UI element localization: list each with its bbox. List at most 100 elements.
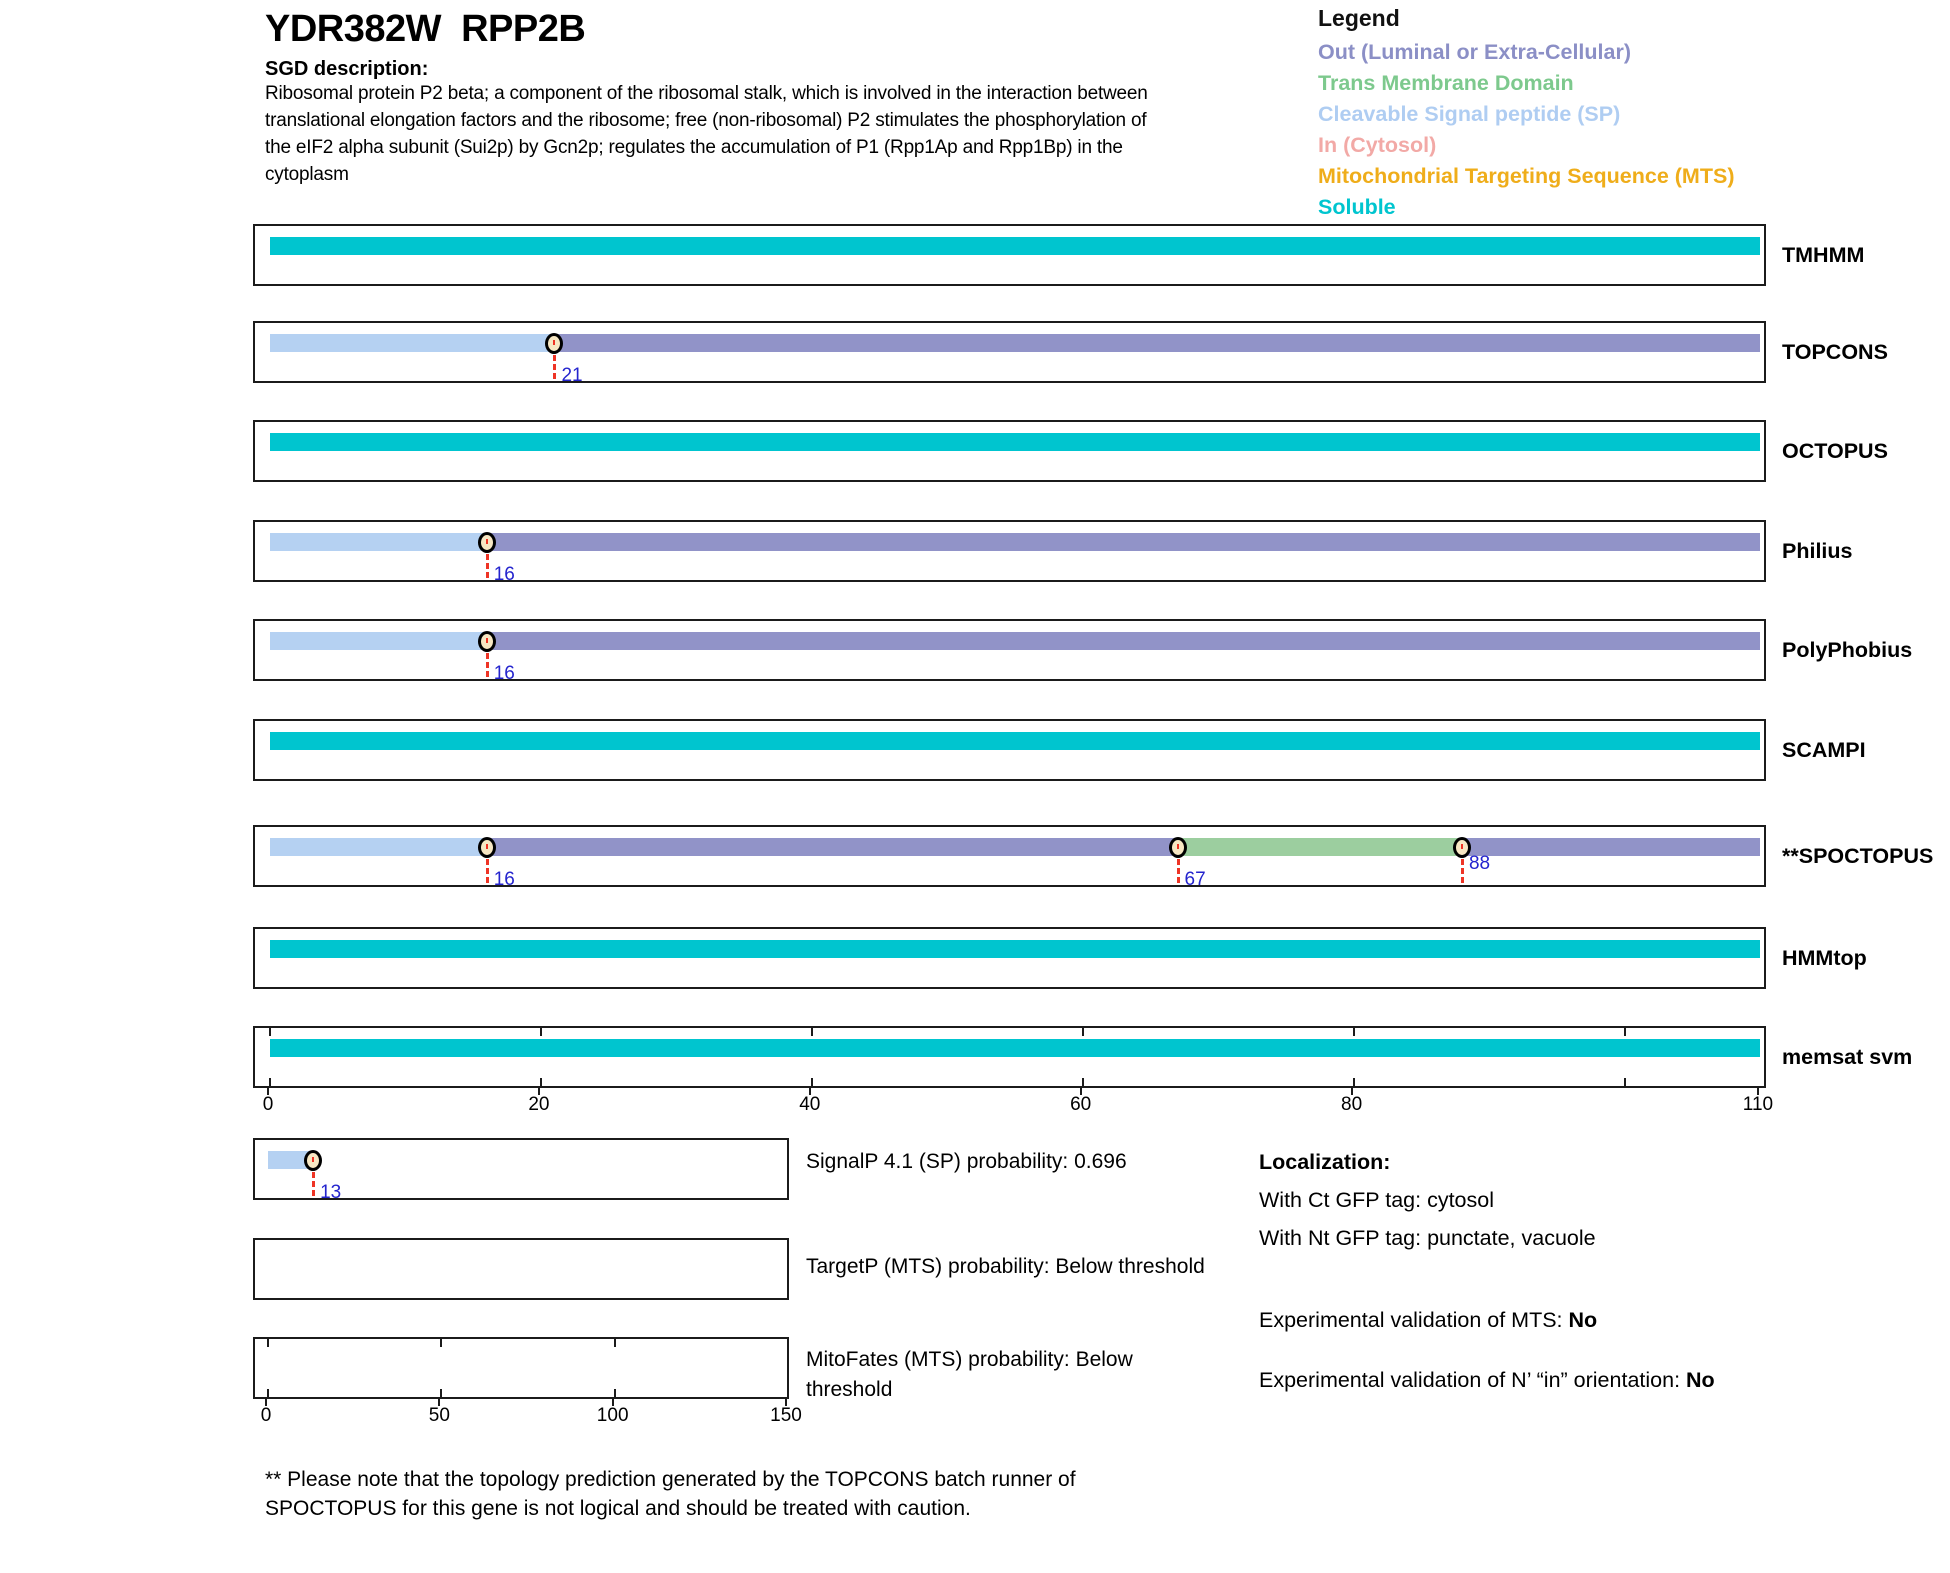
track-label: **SPOCTOPUS	[1782, 844, 1934, 868]
position-label: 16	[493, 564, 515, 585]
inner-axis-tick	[613, 1389, 616, 1397]
marker-dashed-line	[553, 337, 557, 379]
sgd-description-label: SGD description:	[265, 58, 429, 80]
page-title: YDR382W RPP2B	[265, 8, 586, 50]
ct-gfp-localization: With Ct GFP tag: cytosol	[1259, 1188, 1494, 1212]
track-label: TMHMM	[1782, 243, 1865, 267]
segment-soluble	[270, 1039, 1760, 1057]
inner-axis-tick	[810, 1078, 813, 1086]
axis-tick	[808, 1088, 811, 1095]
axis-tick-label: 80	[1341, 1094, 1363, 1115]
segment-sp	[270, 838, 487, 856]
axis-tick	[785, 1399, 787, 1406]
axis-tick-label: 110	[1742, 1094, 1774, 1115]
track-box-tmhmm	[253, 224, 1766, 286]
track-label: PolyPhobius	[1782, 638, 1913, 662]
track-label: memsat svm	[1782, 1045, 1913, 1069]
legend-item-out: Out (Luminal or Extra-Cellular)	[1318, 40, 1631, 64]
inner-axis-tick	[269, 1078, 271, 1086]
marker-dashed-line	[485, 841, 489, 883]
boundary-marker-red-tick	[1176, 844, 1179, 849]
sgd-description-line: the eIF2 alpha subunit (Sui2p) by Gcn2p;…	[265, 137, 1123, 158]
axis-tick	[611, 1399, 614, 1406]
marker-dashed-line	[312, 1154, 316, 1196]
segment-out	[1461, 838, 1760, 856]
axis-tick	[267, 1088, 269, 1095]
inner-axis-tick	[1623, 1028, 1626, 1036]
orientation-validation-label: Experimental validation of N’ “in” orien…	[1259, 1368, 1687, 1392]
axis-tick-label: 0	[262, 1094, 274, 1115]
axis-tick	[1350, 1088, 1353, 1095]
track-box-topcons: 21	[253, 321, 1766, 386]
segment-soluble	[270, 732, 1760, 750]
segment-sp	[270, 533, 487, 551]
legend-item-in: In (Cytosol)	[1318, 133, 1437, 157]
position-label: 13	[320, 1182, 342, 1203]
probability-plot-label: TargetP (MTS) probability: Below thresho…	[806, 1255, 1205, 1278]
mts-validation-line: Experimental validation of MTS: No	[1259, 1308, 1597, 1333]
inner-axis-tick	[267, 1339, 269, 1347]
legend: Legend Out (Luminal or Extra-Cellular) Tr…	[1318, 5, 1734, 223]
boundary-marker-red-tick	[485, 638, 488, 643]
inner-axis-tick	[1352, 1078, 1355, 1086]
axis-tick-label: 0	[260, 1405, 272, 1426]
boundary-marker-red-tick	[312, 1157, 315, 1162]
inner-axis-tick	[440, 1339, 443, 1347]
segment-sp	[270, 632, 487, 650]
inner-axis-tick	[1352, 1028, 1355, 1036]
axis-tick-label: 50	[428, 1405, 450, 1426]
boundary-marker-red-tick	[553, 340, 556, 345]
track-box-memsatsvm	[253, 1026, 1766, 1088]
sgd-description-line: cytoplasm	[265, 164, 349, 185]
inner-axis-tick	[1623, 1078, 1626, 1086]
position-label: 21	[561, 365, 583, 386]
track-box-octopus	[253, 420, 1766, 482]
axis-tick	[1079, 1088, 1082, 1095]
axis-tick	[265, 1399, 267, 1406]
track-box-polyphobius: 16	[253, 619, 1766, 684]
legend-item-tm: Trans Membrane Domain	[1318, 71, 1574, 95]
axis-tick	[537, 1088, 540, 1095]
track-box-hmmtop	[253, 927, 1766, 989]
track-box-philius: 16	[253, 520, 1766, 585]
nt-gfp-localization: With Nt GFP tag: punctate, vacuole	[1259, 1226, 1596, 1250]
orientation-validation-line: Experimental validation of N’ “in” orien…	[1259, 1368, 1715, 1393]
inner-axis-tick	[1081, 1078, 1084, 1086]
segment-out	[486, 533, 1760, 551]
segment-out	[486, 632, 1760, 650]
inner-axis-tick	[267, 1389, 269, 1397]
boundary-marker-red-tick	[485, 844, 488, 849]
inner-axis-tick	[440, 1389, 443, 1397]
axis-tick	[438, 1399, 441, 1406]
marker-dashed-line	[485, 635, 489, 677]
axis-tick-label: 150	[770, 1405, 802, 1426]
track-label: HMMtop	[1782, 946, 1867, 970]
segment-sp	[268, 1151, 314, 1169]
track-label: SCAMPI	[1782, 738, 1866, 762]
boundary-marker-red-tick	[1460, 844, 1463, 849]
mts-validation-label: Experimental validation of MTS:	[1259, 1308, 1569, 1332]
sgd-description-text: Ribosomal protein P2 beta; a component o…	[265, 80, 1148, 188]
legend-item-mts: Mitochondrial Targeting Sequence (MTS)	[1318, 164, 1735, 188]
marker-dashed-line	[485, 536, 489, 578]
plot-box-mitofates	[253, 1337, 789, 1399]
track-box-spoctopus: 16 67 88	[253, 825, 1766, 890]
inner-axis-tick	[269, 1028, 271, 1036]
position-label: 88	[1468, 853, 1491, 874]
position-label: 16	[493, 663, 515, 684]
track-label: Philius	[1782, 539, 1853, 563]
legend-title: Legend	[1318, 5, 1400, 31]
axis-tick-label: 20	[528, 1094, 550, 1115]
segment-soluble	[270, 433, 1760, 451]
legend-items: Out (Luminal or Extra-Cellular) Trans Mem…	[1318, 37, 1734, 223]
sgd-description-line: Ribosomal protein P2 beta; a component o…	[265, 83, 1148, 104]
probability-plot-label: SignalP 4.1 (SP) probability: 0.696	[806, 1150, 1127, 1173]
probability-plot-label: MitoFates (MTS) probability: Below	[806, 1348, 1133, 1371]
inner-axis-tick	[810, 1028, 813, 1036]
axis-tick	[1756, 1088, 1759, 1095]
marker-dashed-line	[1176, 841, 1180, 883]
marker-dashed-line	[1460, 841, 1464, 883]
segment-sp	[270, 334, 555, 352]
segment-out	[486, 838, 1178, 856]
